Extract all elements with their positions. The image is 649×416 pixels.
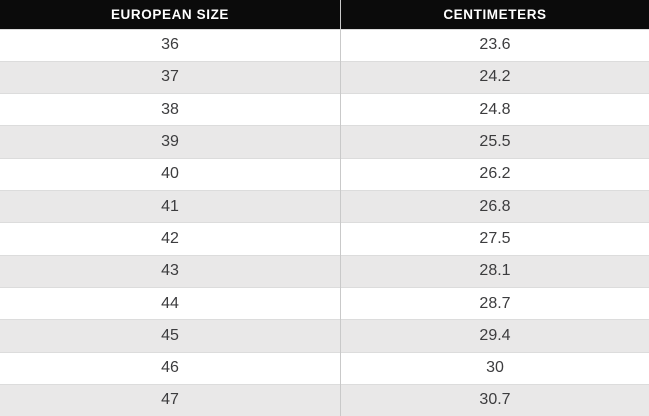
table-cell: 44	[0, 286, 341, 320]
table-cell: 41	[0, 190, 341, 223]
table-cell: 39	[0, 125, 341, 159]
table-cell: 30.7	[340, 383, 649, 416]
column-header-centimeters: CENTIMETERS	[340, 0, 649, 29]
table-cell: 43	[0, 254, 341, 288]
table-cell: 46	[0, 351, 341, 385]
table-row: 44 28.7	[0, 286, 649, 320]
table-cell: 47	[0, 383, 341, 416]
table-cell: 45	[0, 319, 341, 353]
table-cell: 40	[0, 157, 341, 191]
table-cell: 28.7	[340, 286, 649, 320]
table-row: 41 26.8	[0, 190, 649, 223]
table-row: 36 23.6	[0, 28, 649, 62]
table-header: EUROPEAN SIZE CENTIMETERS	[0, 0, 649, 29]
table-cell: 27.5	[340, 222, 649, 256]
table-cell: 37	[0, 60, 341, 94]
table-cell: 29.4	[340, 319, 649, 353]
table-cell: 25.5	[340, 125, 649, 159]
table-cell: 26.2	[340, 157, 649, 191]
table-row: 42 27.5	[0, 222, 649, 256]
table-cell: 24.8	[340, 93, 649, 126]
table-row: 45 29.4	[0, 319, 649, 353]
table-row: 43 28.1	[0, 254, 649, 288]
table-row: 47 30.7	[0, 383, 649, 416]
table-row: 39 25.5	[0, 125, 649, 159]
table-row: 37 24.2	[0, 60, 649, 94]
column-header-european-size: EUROPEAN SIZE	[0, 0, 341, 29]
header-row: EUROPEAN SIZE CENTIMETERS	[0, 0, 649, 29]
table-row: 38 24.8	[0, 93, 649, 126]
table-cell: 28.1	[340, 254, 649, 288]
table-row: 46 30	[0, 351, 649, 385]
table-cell: 30	[340, 351, 649, 385]
table-cell: 23.6	[340, 28, 649, 62]
table-cell: 26.8	[340, 190, 649, 223]
table-cell: 38	[0, 93, 341, 126]
table-cell: 36	[0, 28, 341, 62]
table-row: 40 26.2	[0, 157, 649, 191]
table-cell: 24.2	[340, 60, 649, 94]
table-cell: 42	[0, 222, 341, 256]
table-body: 36 23.6 37 24.2 38 24.8 39 25.5 40 26.2 41 26.8 42 27…	[0, 28, 649, 416]
